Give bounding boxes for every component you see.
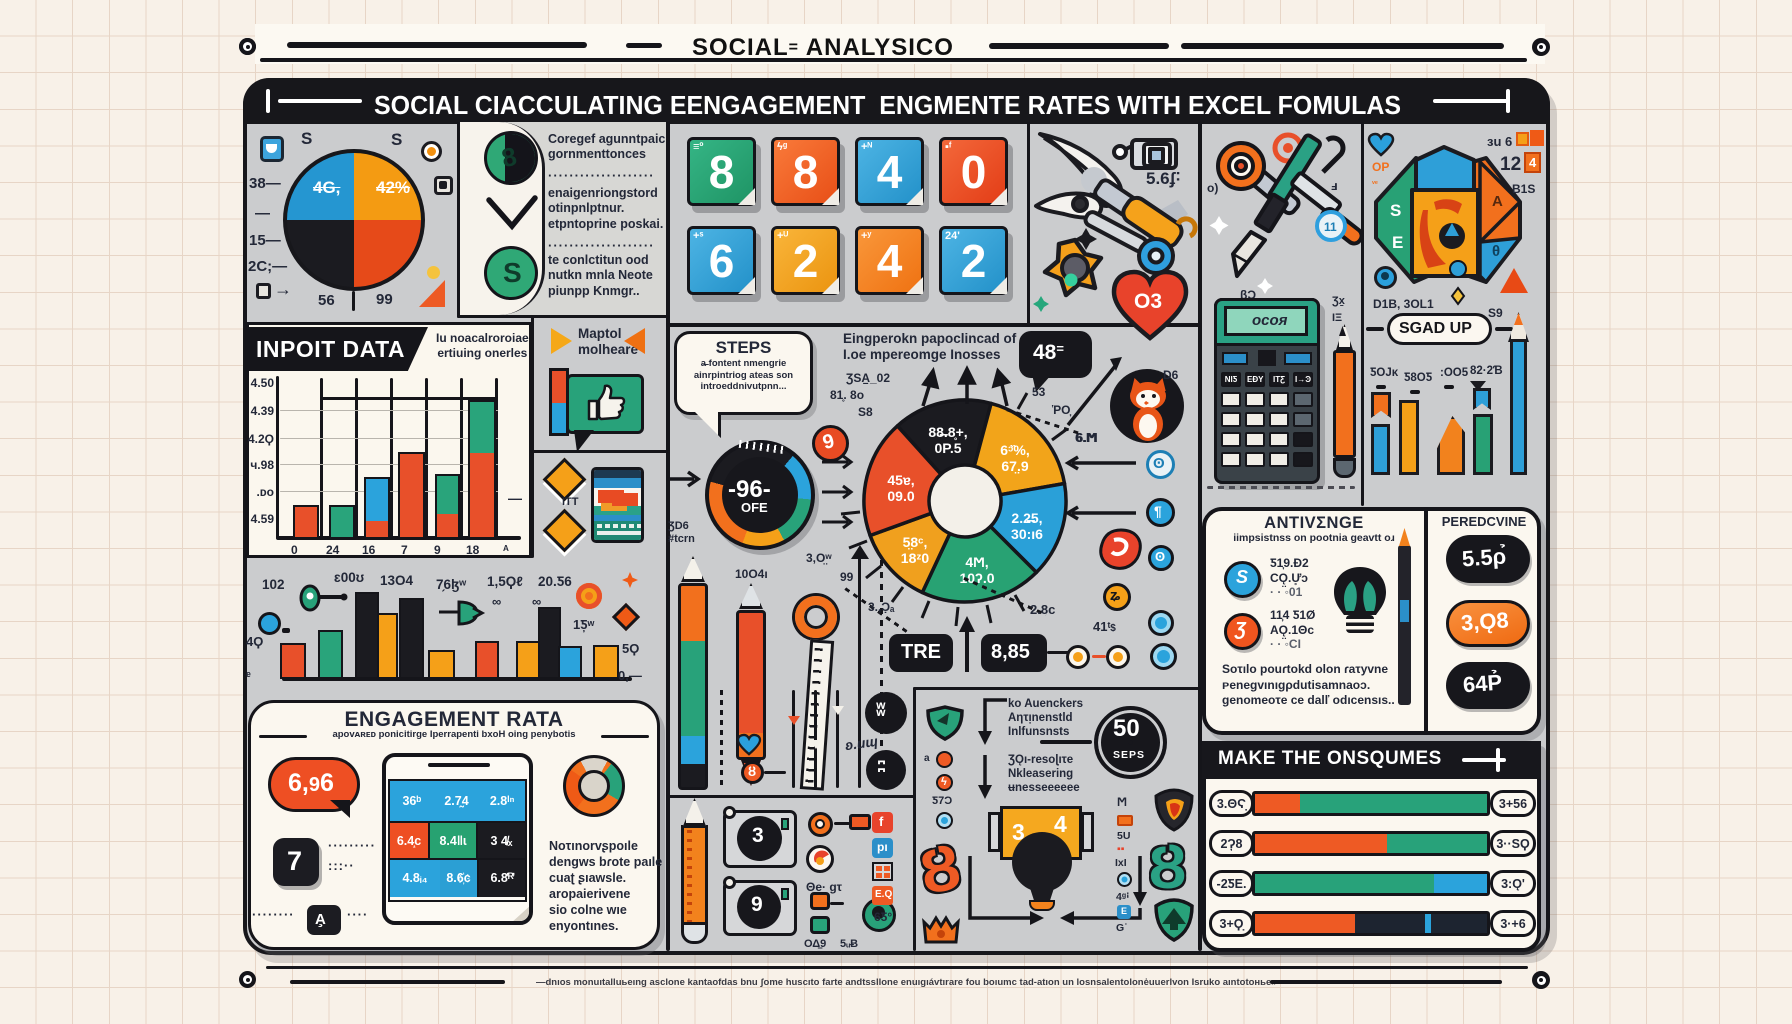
svg-text:18ᶻ0: 18ᶻ0 xyxy=(901,550,930,566)
svg-text:O3: O3 xyxy=(1134,290,1162,313)
svg-text:5.6ʄ˸: 5.6ʄ˸ xyxy=(1146,169,1181,188)
svg-text:30:ı6: 30:ı6 xyxy=(1011,526,1043,542)
svg-text:67̤.9: 67̤.9 xyxy=(1001,458,1028,474)
svg-text:E: E xyxy=(1392,233,1403,252)
svg-text:45ɐ,: 45ɐ, xyxy=(887,472,914,488)
svg-text:A: A xyxy=(1492,193,1503,210)
svg-text:4Ϻ,: 4Ϻ, xyxy=(965,554,988,570)
svg-text:S: S xyxy=(1390,201,1401,220)
svg-text:88̶.8̥+,: 88̶.8̥+, xyxy=(928,424,967,440)
svg-text:0P.5: 0P.5 xyxy=(935,440,962,456)
svg-text:11: 11 xyxy=(1324,220,1337,234)
svg-text:6ᵓ̏%,: 6ᵓ̏%, xyxy=(1000,442,1029,458)
svg-text:θ: θ xyxy=(1492,243,1500,260)
svg-text:5̤8ᶜ,: 5̤8ᶜ, xyxy=(903,534,928,550)
svg-text:ⅎ: ⅎ xyxy=(1331,178,1338,193)
svg-text:o): o) xyxy=(1207,181,1218,195)
svg-text:2.2̶5,: 2.2̶5, xyxy=(1011,510,1042,526)
svg-text:09.0: 09.0 xyxy=(887,488,914,504)
